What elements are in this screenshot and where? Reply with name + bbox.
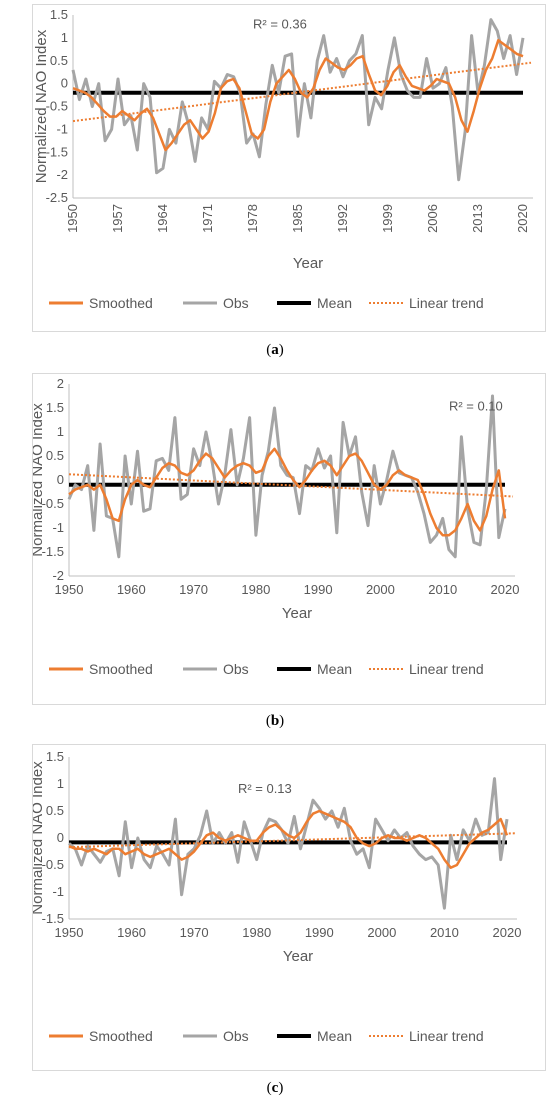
y-axis-title: Normalized NAO Index (33, 761, 46, 915)
x-tick-label: 1950 (55, 582, 84, 597)
y-axis-title: Normalized NAO Index (33, 29, 50, 183)
x-tick-label: 1990 (304, 582, 333, 597)
y-tick-label: -1.5 (46, 144, 68, 159)
x-tick-label: 2000 (366, 582, 395, 597)
x-tick-label: 1960 (117, 582, 146, 597)
chart-panel-a: 1.5 1 0.5 0 -0.5 -1 -1.5 -2 -2.5 1950 1957 1964 1971… (32, 4, 546, 332)
chart-panel-b: 2 1.5 1 0.5 0 -0.5 -1 -1.5 -2 1950 1960 1970 1980 199… (29, 373, 546, 705)
y-tick-label: 1 (61, 30, 68, 45)
legend-label-smoothed: Smoothed (89, 1028, 153, 1044)
caption-a: (a) (0, 342, 550, 359)
legend-label-smoothed: Smoothed (89, 661, 153, 677)
y-tick-label: 1.5 (46, 400, 64, 415)
x-tick-label: 2020 (515, 204, 530, 233)
r-squared-annotation: R² = 0.36 (253, 17, 307, 32)
caption-c-close: ) (278, 1080, 284, 1096)
caption-c: (c) (0, 1080, 550, 1097)
y-tick-label: -0.5 (46, 99, 68, 114)
y-tick-label: -0.5 (42, 496, 64, 511)
y-tick-label: 1 (57, 776, 64, 791)
y-tick-label: -2 (56, 167, 68, 182)
y-tick-label: -0.5 (42, 857, 64, 872)
y-tick-label: 0.5 (46, 803, 64, 818)
legend-label-mean: Mean (317, 661, 352, 677)
legend-label-smoothed: Smoothed (89, 295, 153, 311)
smoothed-series-line (68, 809, 509, 869)
y-tick-label: 0 (57, 830, 64, 845)
y-tick-label: 0.5 (50, 53, 68, 68)
y-tick-label: 1 (57, 424, 64, 439)
x-tick-label: 1970 (180, 925, 209, 940)
obs-series-line (67, 394, 507, 559)
x-tick-label: 2006 (425, 204, 440, 233)
y-tick-label: -2 (52, 568, 64, 583)
x-tick-label: 1990 (305, 925, 334, 940)
x-tick-label: 1992 (335, 204, 350, 233)
y-tick-label: -2.5 (46, 190, 68, 205)
linear-trend-line (72, 61, 532, 123)
x-tick-label: 1999 (380, 204, 395, 233)
caption-b-letter: b (270, 713, 280, 729)
legend-label-linear-trend: Linear trend (409, 661, 484, 677)
y-tick-label: -1 (52, 520, 64, 535)
caption-a-open: ( (266, 342, 272, 358)
x-tick-label: 1978 (245, 204, 260, 233)
x-tick-label: 1957 (110, 204, 125, 233)
x-tick-label: 1980 (241, 582, 270, 597)
legend-label-mean: Mean (317, 295, 352, 311)
y-axis-title: Normalized NAO Index (33, 403, 46, 557)
caption-b: (b) (0, 713, 550, 730)
x-axis-title: Year (283, 948, 313, 965)
x-tick-label: 2020 (491, 582, 520, 597)
obs-series-line (71, 18, 525, 182)
x-tick-label: 2010 (428, 582, 457, 597)
x-axis-title: Year (293, 255, 323, 272)
y-tick-label: 0 (61, 76, 68, 91)
legend-label-linear-trend: Linear trend (409, 1028, 484, 1044)
y-tick-label: -1 (52, 884, 64, 899)
legend-label-obs: Obs (223, 1028, 249, 1044)
x-tick-label: 1960 (117, 925, 146, 940)
caption-c-open: ( (266, 1080, 272, 1096)
y-tick-label: 1.5 (46, 749, 64, 764)
y-tick-label: 0.5 (46, 448, 64, 463)
x-tick-label: 1970 (179, 582, 208, 597)
legend-label-obs: Obs (223, 295, 249, 311)
chart-panel-c: 1.5 1 0.5 0 -0.5 -1 -1.5 1950 1960 1970 1980 1990 20… (29, 744, 546, 1071)
x-tick-label: 1971 (200, 204, 215, 233)
y-tick-label: -1.5 (42, 911, 64, 926)
y-tick-label: -1.5 (42, 544, 64, 559)
x-tick-label: 1950 (55, 925, 84, 940)
legend-label-linear-trend: Linear trend (409, 295, 484, 311)
caption-a-letter: a (271, 342, 279, 358)
x-tick-label: 1980 (242, 925, 271, 940)
x-tick-label: 1950 (65, 204, 80, 233)
legend-label-mean: Mean (317, 1028, 352, 1044)
caption-b-close: ) (279, 713, 285, 729)
caption-b-open: ( (265, 713, 271, 729)
x-tick-label: 1985 (290, 204, 305, 233)
x-axis-title: Year (282, 605, 312, 622)
caption-c-letter: c (271, 1080, 279, 1096)
smoothed-series-line (68, 447, 507, 537)
caption-a-close: ) (278, 342, 284, 358)
y-tick-label: 2 (57, 376, 64, 391)
x-tick-label: 2013 (470, 204, 485, 233)
smoothed-series-line (72, 38, 524, 152)
y-tick-label: 0 (57, 472, 64, 487)
y-tick-label: 1.5 (50, 7, 68, 22)
x-tick-label: 2010 (430, 925, 459, 940)
r-squared-annotation: R² = 0.10 (449, 398, 503, 413)
legend-label-obs: Obs (223, 661, 249, 677)
r-squared-annotation: R² = 0.13 (238, 781, 292, 796)
y-tick-label: -1 (56, 121, 68, 136)
x-tick-label: 2000 (367, 925, 396, 940)
x-tick-label: 2020 (493, 925, 522, 940)
x-tick-label: 1964 (155, 204, 170, 233)
